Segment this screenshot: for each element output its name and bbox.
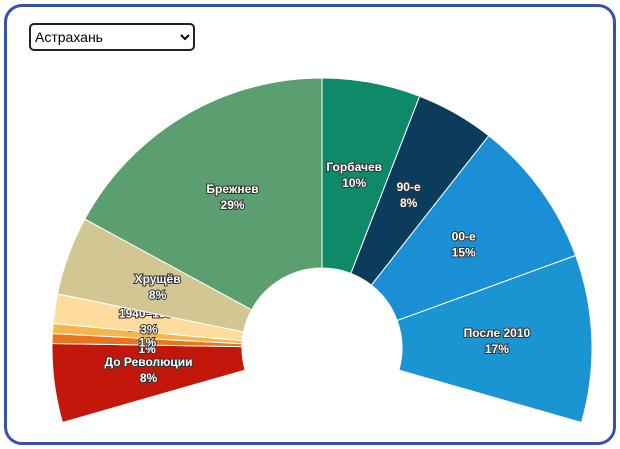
segment-value: 1% [139, 336, 157, 350]
segment-value: 17% [485, 342, 509, 356]
segment-value: 10% [342, 176, 366, 190]
segment [84, 77, 323, 311]
segment-value: 8% [149, 288, 167, 302]
segment-value: 15% [452, 245, 476, 259]
segment-name: До Революции [105, 355, 193, 369]
segment-value: 29% [221, 198, 245, 212]
segment-name: Брежнев [206, 182, 258, 196]
segment-value: 1% [138, 342, 156, 356]
segment [396, 254, 593, 424]
segment-name: Хрущёв [135, 272, 181, 286]
segment-name: После 2010 [464, 326, 531, 340]
segment-name: 00-е [452, 229, 476, 243]
segment-value: 3% [140, 323, 158, 337]
segment-name: Горбачев [326, 160, 382, 174]
segment-value: 8% [400, 196, 418, 210]
segment-value: 8% [140, 371, 158, 385]
segment [370, 134, 577, 322]
chart: До Революции8%1920-е1%1930-е1%1940–19563… [51, 77, 593, 424]
frame: До Революции8%1920-е1%1930-е1%1940–19563… [4, 4, 616, 445]
segment-name: 90-е [397, 180, 421, 194]
region-select[interactable]: Астрахань [29, 23, 195, 51]
